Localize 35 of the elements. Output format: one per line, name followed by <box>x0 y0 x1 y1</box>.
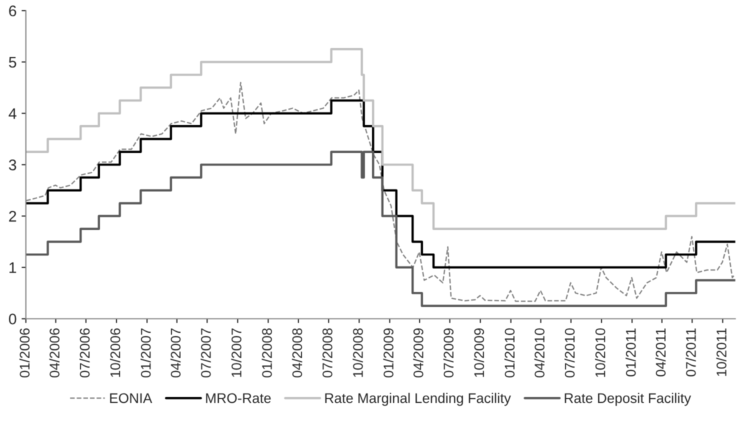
x-tick-label: 10/2006 <box>110 328 120 377</box>
x-tick-label: 07/2008 <box>322 328 332 378</box>
x-tick-label: 04/2007 <box>170 328 181 378</box>
x-tick-label: 01/2011 <box>626 328 636 376</box>
y-tick-label: 6 <box>9 5 16 16</box>
x-tick-label: 01/2010 <box>504 328 515 378</box>
x-tick-label: 07/2009 <box>443 328 454 378</box>
x-tick-label: 07/2006 <box>79 328 90 378</box>
legend-label: Rate Marginal Lending Facility <box>325 392 511 406</box>
y-tick-label: 3 <box>8 160 16 170</box>
x-tick-label: 07/2011 <box>686 328 696 376</box>
x-tick-label: 07/2007 <box>200 328 211 378</box>
x-tick-label: 10/2010 <box>595 328 606 377</box>
legend-label: MRO-Rate <box>206 393 271 404</box>
x-tick-label: 01/2008 <box>262 328 272 378</box>
x-tick-label: 04/2010 <box>534 328 544 378</box>
x-tick-label: 04/2011 <box>655 328 666 376</box>
y-tick-label: 1 <box>10 262 16 273</box>
x-tick-label: 01/2007 <box>140 328 151 378</box>
legend-label: EONIA <box>110 393 152 404</box>
y-tick-label: 2 <box>9 210 16 222</box>
x-tick-label: 07/2010 <box>564 328 575 378</box>
x-tick-label: 04/2006 <box>49 328 60 378</box>
x-tick-label: 04/2009 <box>413 328 424 378</box>
legend-label: Rate Deposit Facility <box>564 392 692 406</box>
x-tick-label: 10/2008 <box>352 328 363 377</box>
x-tick-label: 01/2009 <box>383 328 394 378</box>
y-tick-label: 4 <box>8 108 16 119</box>
x-tick-label: 10/2007 <box>231 328 242 377</box>
x-tick-label: 01/2006 <box>19 328 30 378</box>
y-tick-label: 0 <box>8 314 16 324</box>
x-tick-label: 10/2009 <box>474 328 484 377</box>
x-tick-label: 10/2011 <box>716 328 726 376</box>
x-tick-label: 04/2008 <box>292 328 302 378</box>
y-tick-label: 5 <box>8 57 16 68</box>
